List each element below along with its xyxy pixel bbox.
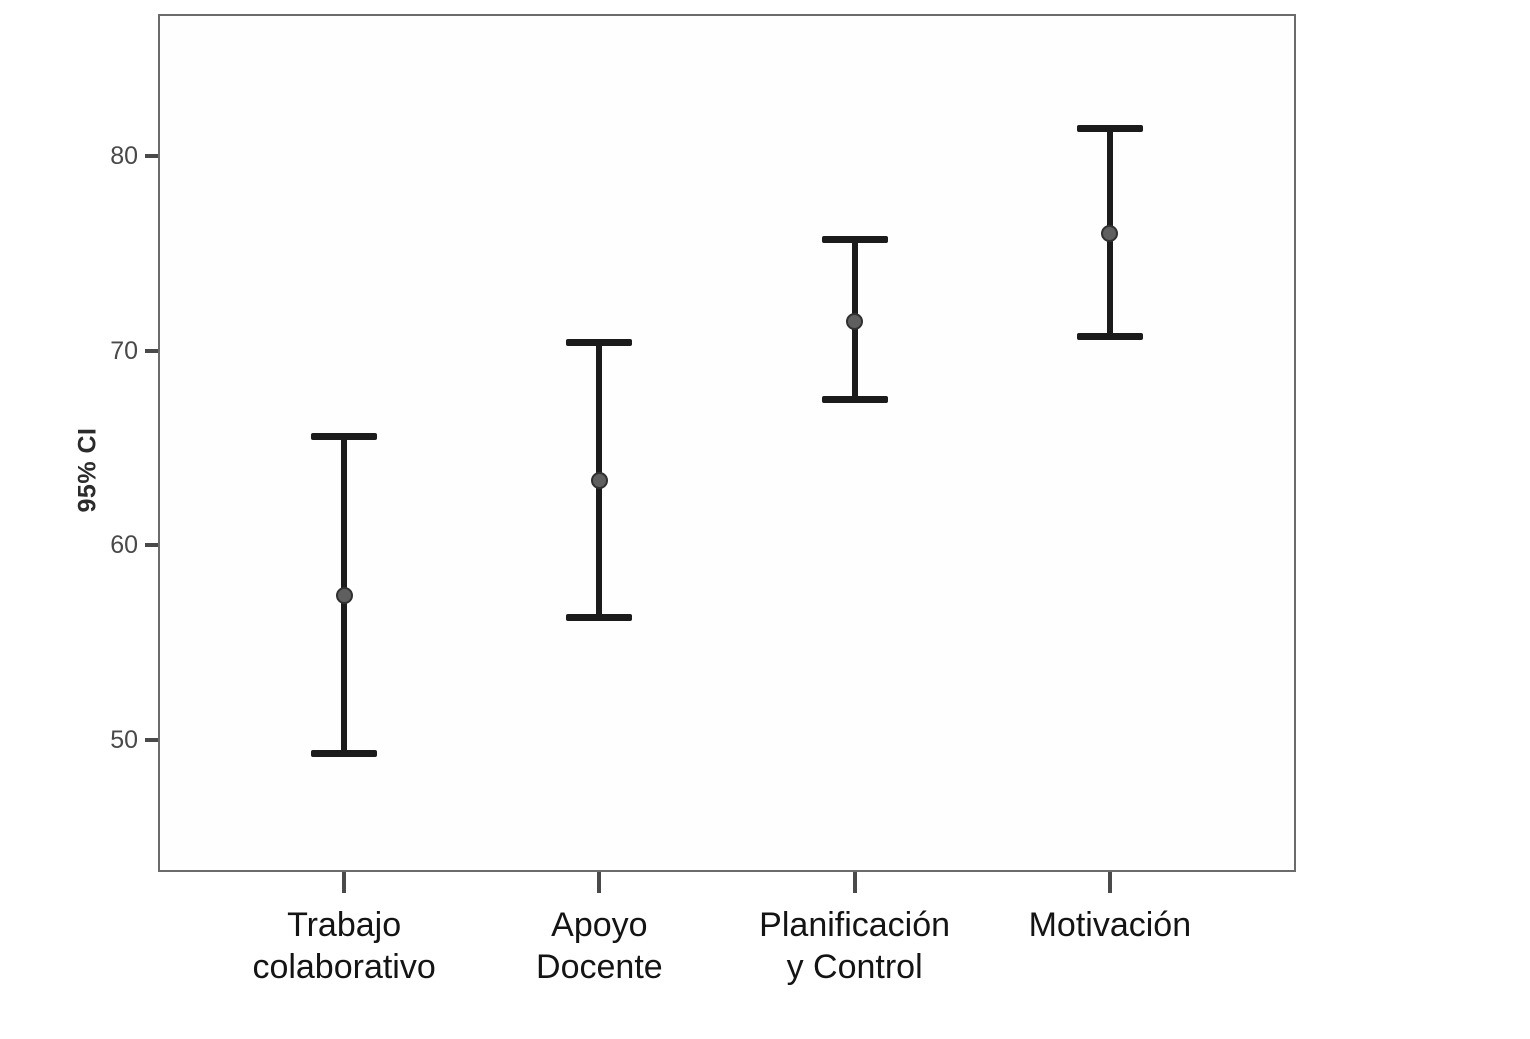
y-tick-label: 70 xyxy=(110,336,138,365)
ci-cap-upper xyxy=(821,236,888,244)
x-tick-label: Apoyo Docente xyxy=(536,906,663,986)
mean-marker xyxy=(335,587,353,605)
ci-cap-upper xyxy=(311,432,378,440)
y-tick-mark xyxy=(145,737,158,742)
x-tick-mark xyxy=(852,872,857,893)
ci-cap-upper xyxy=(1076,125,1143,133)
plot-frame xyxy=(158,14,1296,872)
x-tick-mark xyxy=(597,872,602,893)
y-axis-label: 95% CI xyxy=(73,427,102,513)
y-tick-mark xyxy=(145,543,158,548)
y-tick-label: 60 xyxy=(110,531,138,560)
x-tick-mark xyxy=(342,872,347,893)
ci-cap-lower xyxy=(566,613,633,621)
ci-cap-upper xyxy=(566,339,633,347)
x-tick-label: Planificación y Control xyxy=(759,906,951,986)
ci-cap-lower xyxy=(1076,333,1143,341)
ci-cap-lower xyxy=(821,395,888,403)
mean-marker xyxy=(846,312,864,330)
mean-marker xyxy=(590,472,608,490)
x-tick-label: Trabajo colaborativo xyxy=(252,906,436,986)
x-tick-mark xyxy=(1107,872,1112,893)
x-tick-label: Motivación xyxy=(1028,906,1192,944)
ci-cap-lower xyxy=(311,749,378,757)
y-tick-mark xyxy=(145,348,158,353)
y-tick-label: 50 xyxy=(110,725,138,754)
y-tick-mark xyxy=(145,154,158,159)
y-tick-label: 80 xyxy=(110,142,138,171)
mean-marker xyxy=(1101,225,1119,243)
